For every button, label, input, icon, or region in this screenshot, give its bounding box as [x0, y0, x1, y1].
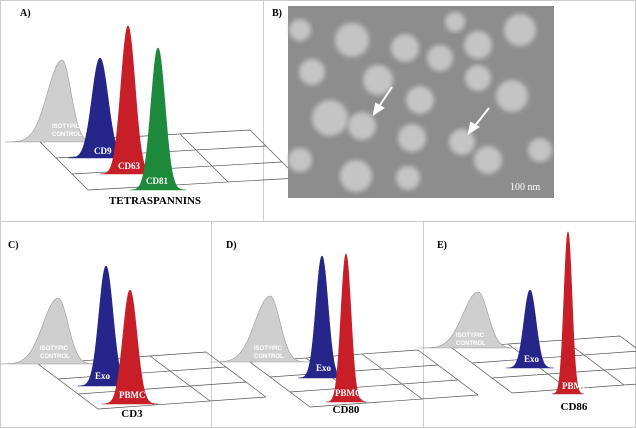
vesicle — [449, 129, 475, 155]
peak-label: CD81 — [146, 176, 168, 186]
vesicle — [427, 45, 453, 71]
histogram-peak — [418, 291, 518, 349]
histogram-peak — [325, 253, 367, 403]
tem-image — [288, 6, 554, 198]
control-label: ISOTYPIC — [456, 333, 485, 339]
histogram-peak — [101, 289, 159, 405]
peak-label: Exo — [524, 354, 540, 364]
panel-label: B) — [272, 8, 282, 19]
vesicle — [312, 100, 348, 136]
peak-label: CD63 — [118, 161, 140, 171]
vesicle — [348, 112, 376, 140]
control-label: ISOTYPIC — [254, 346, 283, 352]
control-label: CONTROL — [456, 341, 486, 347]
peak-label: Exo — [316, 363, 332, 373]
histograms — [0, 25, 636, 410]
vesicle — [398, 124, 426, 152]
caption: CD86 — [561, 401, 588, 413]
histogram-peak — [506, 289, 554, 369]
vesicle — [528, 138, 552, 162]
vesicle — [289, 19, 311, 41]
panel-label: A) — [20, 8, 31, 19]
panel-label: E) — [437, 240, 447, 251]
control-label: CONTROL — [254, 354, 284, 360]
caption: CD3 — [121, 408, 143, 420]
vesicle — [464, 31, 492, 59]
histogram-peak — [129, 47, 187, 191]
panel-label: D) — [226, 240, 237, 251]
peak-label: PBMC — [335, 388, 362, 398]
vesicle — [406, 86, 434, 114]
caption: CD80 — [333, 404, 360, 416]
peak-label: PBMC — [562, 381, 589, 391]
vesicle — [391, 34, 419, 62]
control-label: ISOTYPIC — [52, 124, 81, 130]
histogram-peak — [0, 297, 98, 365]
vesicle — [396, 166, 420, 190]
vesicle — [474, 146, 502, 174]
control-label: ISOTYPIC — [40, 346, 69, 352]
caption: TETRASPANNINS — [109, 195, 201, 207]
vesicle — [335, 23, 369, 57]
histogram-peak — [210, 295, 310, 363]
control-label: CONTROL — [52, 132, 82, 138]
vesicle — [340, 160, 372, 192]
vesicle — [299, 59, 325, 85]
vesicle — [288, 148, 312, 172]
peak-label: Exo — [95, 371, 111, 381]
vesicle — [445, 12, 465, 32]
peak-label: PBMC — [119, 390, 146, 400]
peak-label: CD9 — [94, 146, 112, 156]
histogram-peak — [551, 231, 585, 395]
vesicle — [504, 14, 536, 46]
control-label: CONTROL — [40, 354, 70, 360]
panel-label: C) — [8, 240, 19, 251]
scale-bar-label: 100 nm — [510, 182, 541, 193]
vesicle — [465, 65, 491, 91]
vesicle — [363, 65, 393, 95]
vesicle — [496, 80, 528, 112]
arrows — [372, 86, 490, 136]
